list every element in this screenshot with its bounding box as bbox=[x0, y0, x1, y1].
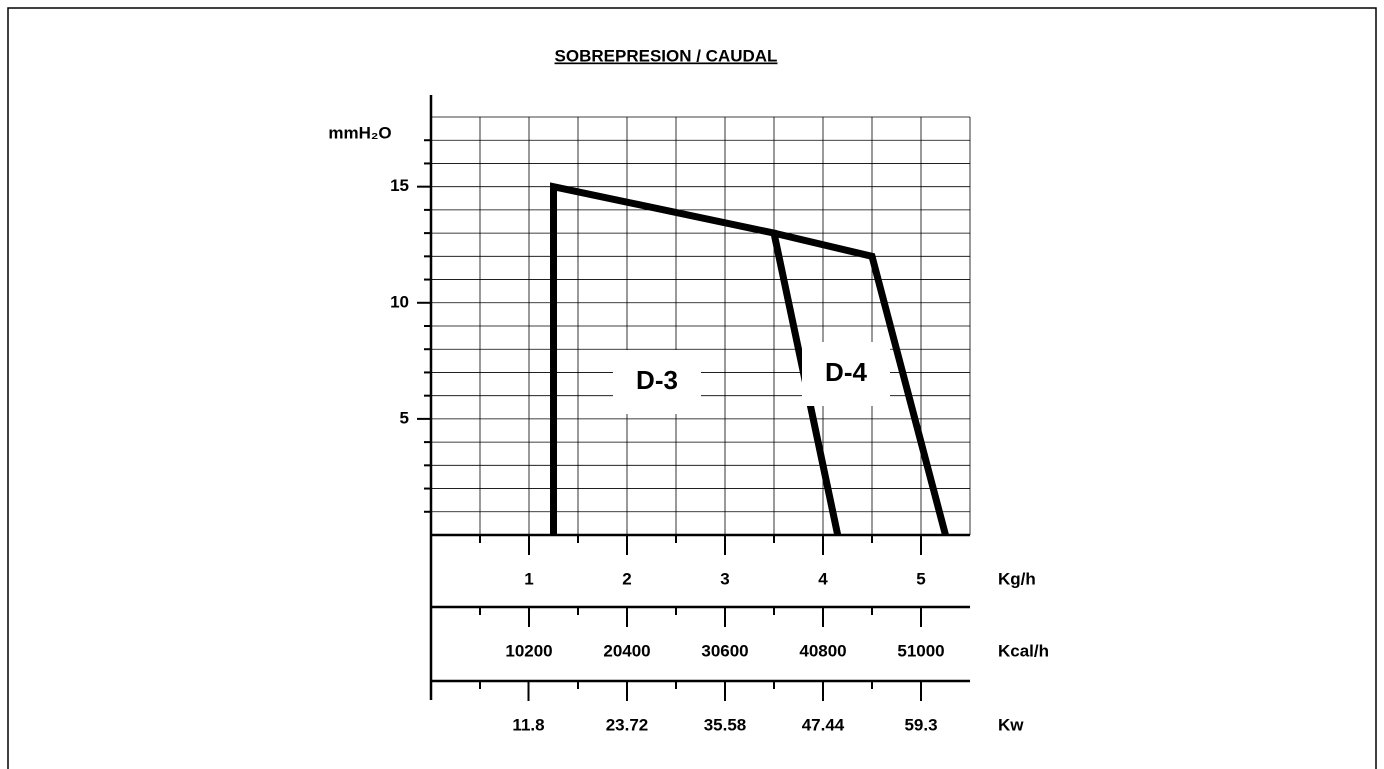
x-tick-label: 4 bbox=[818, 569, 828, 588]
x-tick-label: 1 bbox=[524, 569, 533, 588]
series-line bbox=[773, 229, 949, 536]
series-label: D-4 bbox=[825, 357, 867, 387]
x-tick-label: 2 bbox=[622, 569, 631, 588]
series-label: D-3 bbox=[636, 365, 678, 395]
x-tick-label: 59.3 bbox=[904, 715, 937, 734]
x-tick-label: 10200 bbox=[505, 641, 552, 660]
x-axis-label: Kg/h bbox=[998, 569, 1036, 588]
label-background bbox=[613, 350, 701, 414]
x-tick-label: 20400 bbox=[603, 641, 650, 660]
x-axis-label: Kcal/h bbox=[998, 641, 1049, 660]
x-tick-label: 3 bbox=[720, 569, 729, 588]
label-background bbox=[802, 342, 890, 406]
x-tick-label: 30600 bbox=[701, 641, 748, 660]
x-tick-label: 47.44 bbox=[802, 715, 845, 734]
chart-title: SOBREPRESION / CAUDAL bbox=[555, 46, 778, 65]
x-axis-label: Kw bbox=[998, 715, 1024, 734]
y-axis-label: mmH₂O bbox=[328, 123, 391, 142]
x-tick-label: 51000 bbox=[897, 641, 944, 660]
x-tick-label: 23.72 bbox=[606, 715, 649, 734]
x-tick-label: 40800 bbox=[799, 641, 846, 660]
y-tick-label: 5 bbox=[400, 408, 409, 427]
x-tick-label: 35.58 bbox=[704, 715, 747, 734]
x-tick-label: 11.8 bbox=[512, 715, 544, 734]
y-tick-label: 15 bbox=[390, 176, 409, 195]
frame bbox=[7, 7, 1377, 769]
x-tick-label: 5 bbox=[916, 569, 925, 588]
y-tick-label: 10 bbox=[390, 292, 409, 311]
